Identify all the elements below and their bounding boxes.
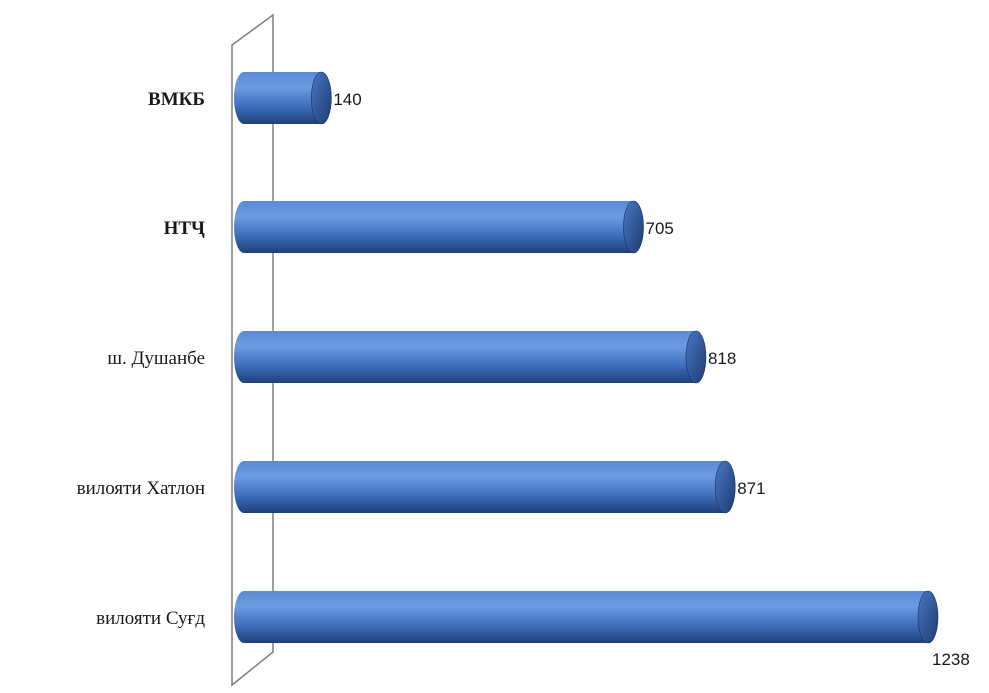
value-label: 871: [737, 479, 765, 498]
bar-body: [234, 201, 644, 253]
value-labels: 140 705 818 871 1238: [333, 90, 969, 669]
bar-end-cap: [917, 590, 939, 644]
bar-body: [234, 461, 736, 513]
bar-body: [234, 331, 706, 383]
category-labels: ВМКБ НТҶ ш. Душанбе вилояти Хатлон вилояти С…: [77, 89, 206, 629]
category-label: ш. Душанбе: [107, 348, 205, 369]
bar-body: [234, 591, 938, 643]
bar: [234, 71, 332, 125]
value-label: 818: [708, 349, 736, 368]
value-label: 705: [646, 219, 674, 238]
bar: [234, 590, 939, 644]
axis-wall: [231, 13, 274, 687]
value-label: 1238: [932, 650, 970, 669]
bar: [234, 460, 736, 514]
category-label: вилояти Суғд: [96, 608, 205, 629]
bar-end-cap: [311, 71, 332, 125]
category-label: ВМКБ: [148, 89, 205, 110]
bar: [234, 200, 644, 254]
bar-body: [234, 72, 332, 124]
bar-end-cap: [714, 460, 736, 514]
category-label: вилояти Хатлон: [77, 478, 205, 499]
bar-end-cap: [623, 200, 644, 254]
bar-end-cap: [685, 330, 707, 384]
value-label: 140: [333, 90, 361, 109]
bar: [234, 330, 707, 384]
category-label: НТҶ: [164, 218, 205, 239]
bars-group: [234, 71, 939, 644]
axis-wall-plane: [231, 13, 274, 687]
